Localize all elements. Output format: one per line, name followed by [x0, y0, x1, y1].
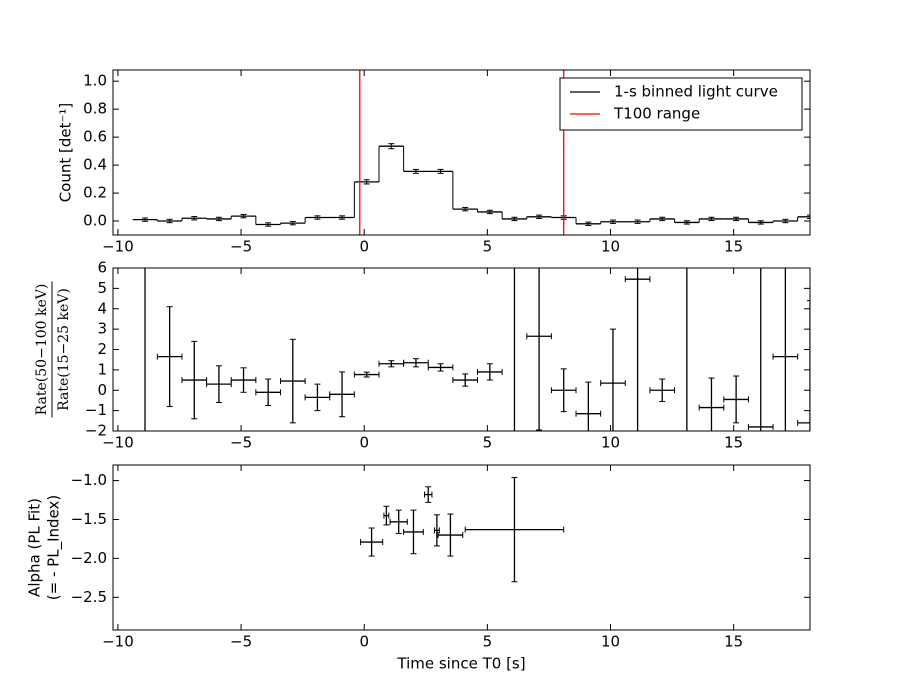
y-tick-label: 0.0	[83, 212, 107, 230]
y-tick-label: 1.0	[83, 72, 107, 90]
y-tick-label: 0.2	[83, 184, 107, 202]
y-tick-label: 4	[97, 299, 107, 317]
x-tick-label: 15	[724, 434, 743, 452]
x-tick-label: −5	[230, 238, 252, 256]
x-tick-label: 5	[483, 633, 493, 651]
legend-box	[559, 77, 803, 131]
plot-area	[144, 268, 810, 431]
axes-frame	[112, 464, 811, 631]
x-tick-label: 0	[359, 633, 369, 651]
x-tick-label: 15	[724, 633, 743, 651]
y-tick-label: −2	[85, 422, 107, 440]
y-tick-label: −1	[85, 401, 107, 419]
y-tick-label: 0.6	[83, 128, 107, 146]
y-tick-label: 1	[97, 360, 107, 378]
y-tick-label: −2.0	[71, 549, 107, 567]
x-tick-label: −5	[230, 434, 252, 452]
y-tick-label: −1.0	[71, 471, 107, 489]
x-tick-label: 15	[724, 238, 743, 256]
y-tick-label: 5	[97, 279, 107, 297]
x-tick-label: 10	[601, 633, 620, 651]
legend-label: 1-s binned light curve	[614, 83, 778, 101]
y-axis-label: Count [det⁻¹]	[57, 103, 75, 203]
x-tick-label: 5	[483, 238, 493, 256]
y-label-line: (= - PL_Index)	[45, 495, 64, 600]
x-tick-label: 5	[483, 434, 493, 452]
x-axis-label: Time since T0 [s]	[396, 655, 525, 673]
y-label-line: Alpha (PL Fit)	[26, 498, 44, 597]
y-axis-label: Rate(50−100 keV) Rate(15−25 keV)	[34, 281, 72, 418]
x-tick-label: 0	[359, 238, 369, 256]
x-tick-label: −5	[230, 633, 252, 651]
plot-area	[360, 476, 565, 583]
y-tick-label: 6	[97, 259, 107, 277]
y-axis-label: Alpha (PL Fit) (= - PL_Index)	[26, 495, 64, 600]
x-tick-label: −10	[102, 434, 134, 452]
y-tick-label: 2	[97, 340, 107, 358]
y-label-numerator: Rate(50−100 keV)	[34, 284, 50, 416]
x-tick-label: −10	[102, 238, 134, 256]
y-tick-label: 0	[97, 381, 107, 399]
x-tick-label: 10	[601, 434, 620, 452]
y-tick-label: −2.5	[71, 588, 107, 606]
x-tick-label: 10	[601, 238, 620, 256]
y-tick-label: 0.8	[83, 100, 107, 118]
y-tick-label: −1.5	[71, 510, 107, 528]
plot-area	[132, 70, 810, 235]
x-tick-label: 0	[359, 434, 369, 452]
y-label-denominator: Rate(15−25 keV)	[56, 288, 72, 411]
y-tick-label: 3	[97, 320, 107, 338]
x-tick-label: −10	[102, 633, 134, 651]
axes-frame	[112, 69, 811, 236]
y-tick-label: 0.4	[83, 156, 107, 174]
axes-frame	[112, 267, 811, 432]
legend-label: T100 range	[613, 105, 700, 123]
